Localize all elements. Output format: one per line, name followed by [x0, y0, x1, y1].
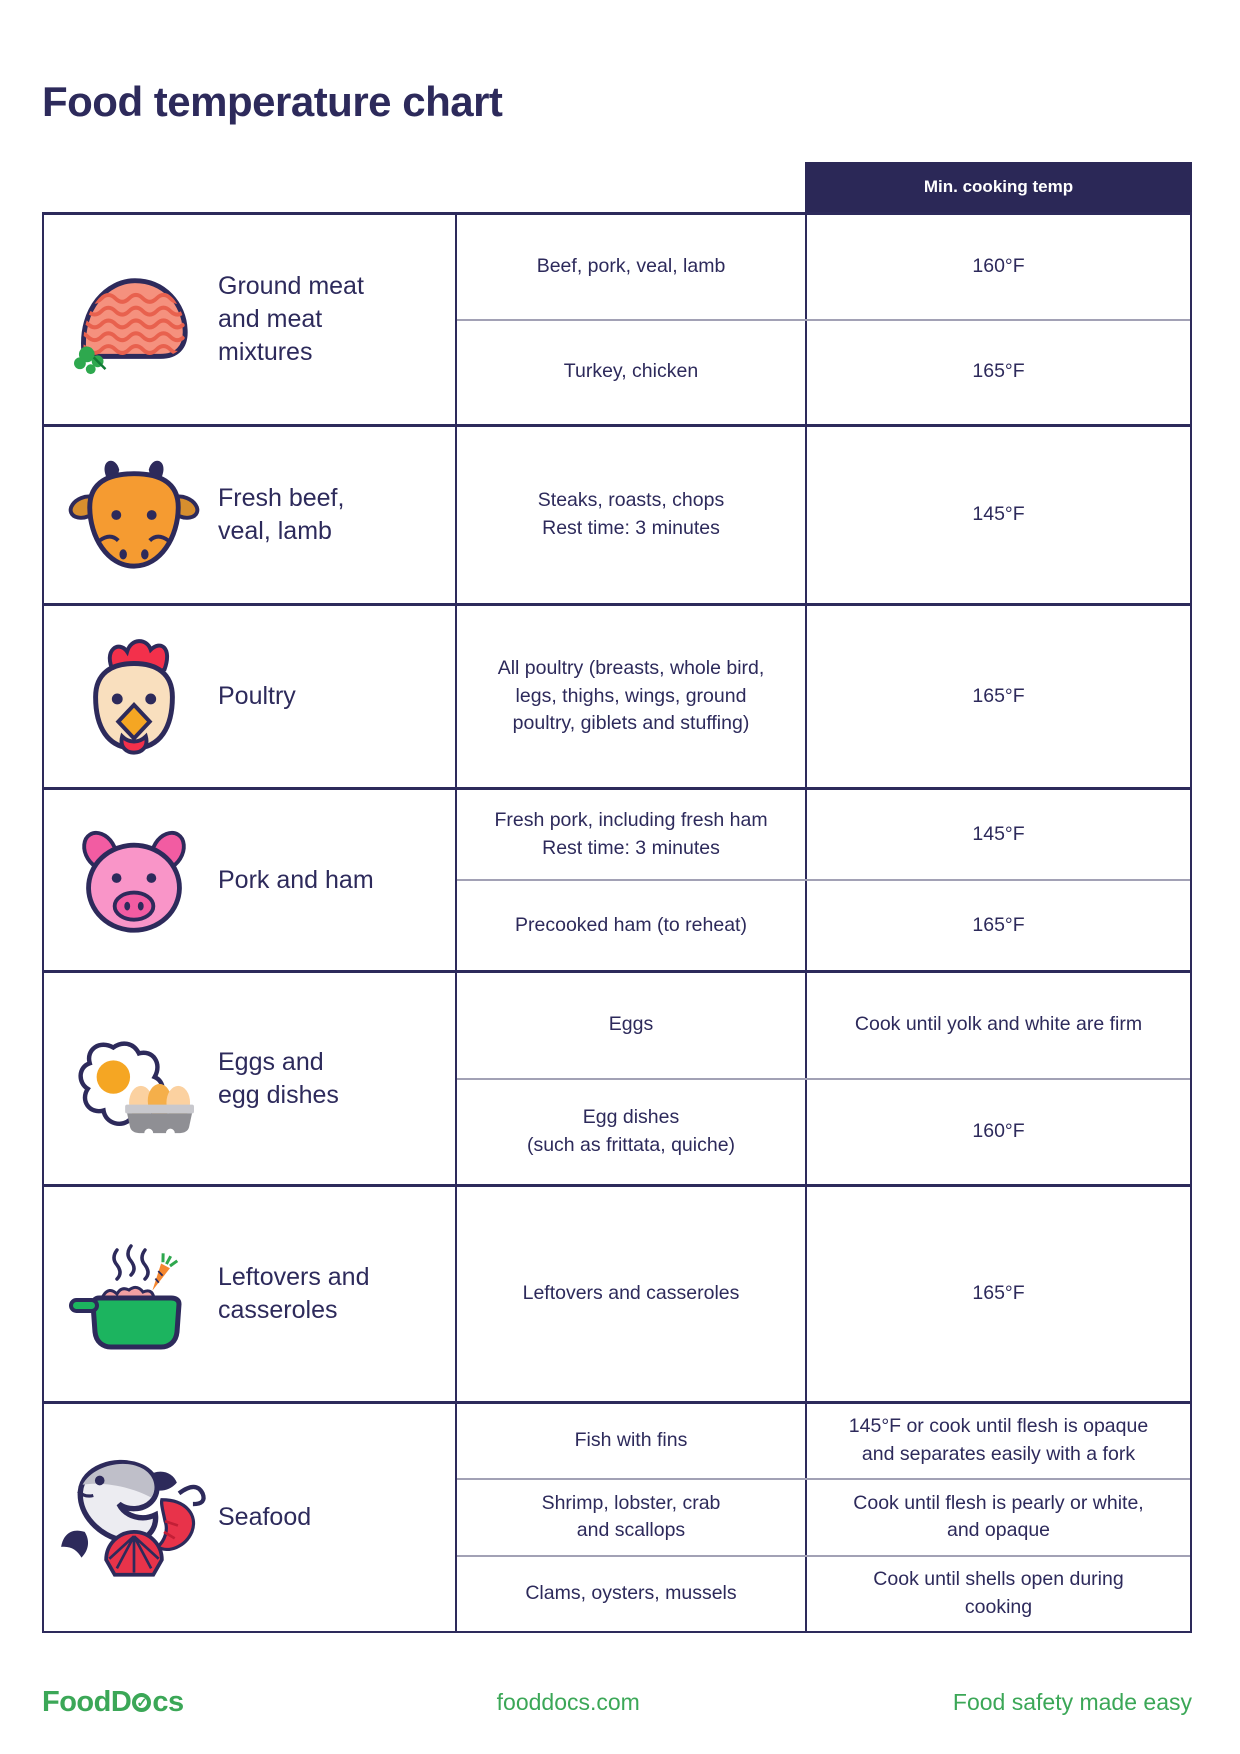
- category-label: Ground meat and meat mixtures: [218, 272, 364, 366]
- food-item-cell: Leftovers and casseroles: [457, 1187, 807, 1401]
- eggs-icon: [58, 1020, 210, 1138]
- food-item-cell: All poultry (breasts, whole bird, legs, …: [457, 606, 807, 787]
- min-temp-cell: 145°F: [972, 503, 1025, 526]
- food-item-cell: Eggs: [457, 973, 807, 1078]
- category-label: Poultry: [218, 682, 296, 710]
- table-row: Eggs Cook until yolk and white are firm: [457, 973, 1190, 1078]
- food-item-cell: Precooked ham (to reheat): [457, 881, 807, 970]
- footer-tagline: Food safety made easy: [952, 1689, 1192, 1715]
- min-temp-cell: Cook until yolk and white are firm: [854, 1013, 1143, 1036]
- category-cell: Poultry: [44, 606, 457, 787]
- fooddocs-logo: FoodD ✓ cs: [42, 1686, 184, 1719]
- category-label: Fresh beef, veal, lamb: [218, 484, 345, 545]
- food-item-cell: Steaks, roasts, chops Rest time: 3 minut…: [457, 427, 807, 603]
- min-cooking-temp-header: Min. cooking temp: [805, 162, 1192, 212]
- min-temp-cell: 145°F: [972, 822, 1025, 845]
- min-temp-cell: 160°F: [972, 1119, 1025, 1142]
- food-item-cell: Turkey, chicken: [457, 320, 807, 424]
- table-row: Beef, pork, veal, lamb 160°F: [457, 215, 1190, 319]
- category-label: Pork and ham: [218, 865, 374, 894]
- food-temperature-table: Ground meat and meat mixtures Beef, pork…: [42, 212, 1192, 1633]
- page-title: Food temperature chart: [42, 78, 503, 125]
- category-cell: Seafood: [44, 1404, 457, 1631]
- chicken-icon: [58, 637, 210, 757]
- saucepan-icon: [58, 1234, 210, 1354]
- seafood-icon: [58, 1448, 210, 1588]
- table-row: Fresh pork, including fresh ham Rest tim…: [457, 790, 1190, 879]
- food-item-cell: Fish with fins: [457, 1404, 807, 1479]
- category-label: Eggs and egg dishes: [218, 1047, 339, 1109]
- category-cell: Pork and ham: [44, 790, 457, 970]
- logo-text-suffix: cs: [152, 1686, 184, 1718]
- min-temp-cell: 145°F or cook until flesh is opaque and …: [848, 1415, 1149, 1466]
- table-group-seafood: Seafood Fish with fins 145°F or cook unt…: [44, 1401, 1190, 1631]
- food-item-cell: Clams, oysters, mussels: [457, 1556, 807, 1631]
- category-cell: Ground meat and meat mixtures: [44, 215, 457, 424]
- cow-icon: [58, 456, 210, 574]
- category-cell: Fresh beef, veal, lamb: [44, 427, 457, 603]
- min-temp-cell: 165°F: [972, 1282, 1025, 1305]
- table-row: All poultry (breasts, whole bird, legs, …: [457, 606, 1190, 787]
- food-item-cell: Beef, pork, veal, lamb: [457, 215, 807, 319]
- table-row: Fish with fins 145°F or cook until flesh…: [457, 1404, 1190, 1479]
- table-group-leftovers: Leftovers and casseroles Leftovers and c…: [44, 1184, 1190, 1401]
- min-temp-cell: 165°F: [972, 360, 1025, 383]
- table-row: Egg dishes (such as frittata, quiche) 16…: [457, 1077, 1190, 1184]
- table-row: Steaks, roasts, chops Rest time: 3 minut…: [457, 427, 1190, 603]
- footer-url: fooddocs.com: [496, 1689, 640, 1715]
- category-label: Seafood: [218, 1503, 312, 1531]
- logo-text-prefix: FoodD: [42, 1686, 132, 1718]
- food-item-cell: Egg dishes (such as frittata, quiche): [457, 1079, 807, 1184]
- pig-icon: [58, 822, 210, 938]
- table-row: Shrimp, lobster, crab and scallops Cook …: [457, 1478, 1190, 1555]
- min-temp-cell: 165°F: [972, 913, 1025, 936]
- page-footer: FoodD ✓ cs fooddocs.com Food safety made e…: [42, 1686, 1192, 1719]
- table-group-pork-ham: Pork and ham Fresh pork, including fresh…: [44, 787, 1190, 970]
- ground-meat-icon: [58, 261, 210, 379]
- table-row: Clams, oysters, mussels Cook until shell…: [457, 1554, 1190, 1631]
- table-group-fresh-beef: Fresh beef, veal, lamb Steaks, roasts, c…: [44, 424, 1190, 603]
- table-group-poultry: Poultry All poultry (breasts, whole bird…: [44, 603, 1190, 787]
- table-row: Leftovers and casseroles 165°F: [457, 1187, 1190, 1401]
- min-temp-cell: 160°F: [972, 254, 1025, 277]
- food-item-cell: Shrimp, lobster, crab and scallops: [457, 1480, 807, 1555]
- table-row: Turkey, chicken 165°F: [457, 318, 1190, 424]
- table-row: Precooked ham (to reheat) 165°F: [457, 879, 1190, 970]
- min-temp-cell: Cook until flesh is pearly or white, and…: [853, 1491, 1144, 1542]
- category-cell: Eggs and egg dishes: [44, 973, 457, 1184]
- table-group-eggs: Eggs and egg dishes Eggs Cook until yolk…: [44, 970, 1190, 1184]
- category-label: Leftovers and casseroles: [218, 1263, 370, 1324]
- min-temp-cell: Cook until shells open during cooking: [873, 1568, 1124, 1618]
- category-cell: Leftovers and casseroles: [44, 1187, 457, 1401]
- food-item-cell: Fresh pork, including fresh ham Rest tim…: [457, 790, 807, 879]
- logo-check-icon: ✓: [132, 1693, 152, 1712]
- table-group-ground-meat: Ground meat and meat mixtures Beef, pork…: [44, 215, 1190, 424]
- min-temp-cell: 165°F: [972, 684, 1025, 707]
